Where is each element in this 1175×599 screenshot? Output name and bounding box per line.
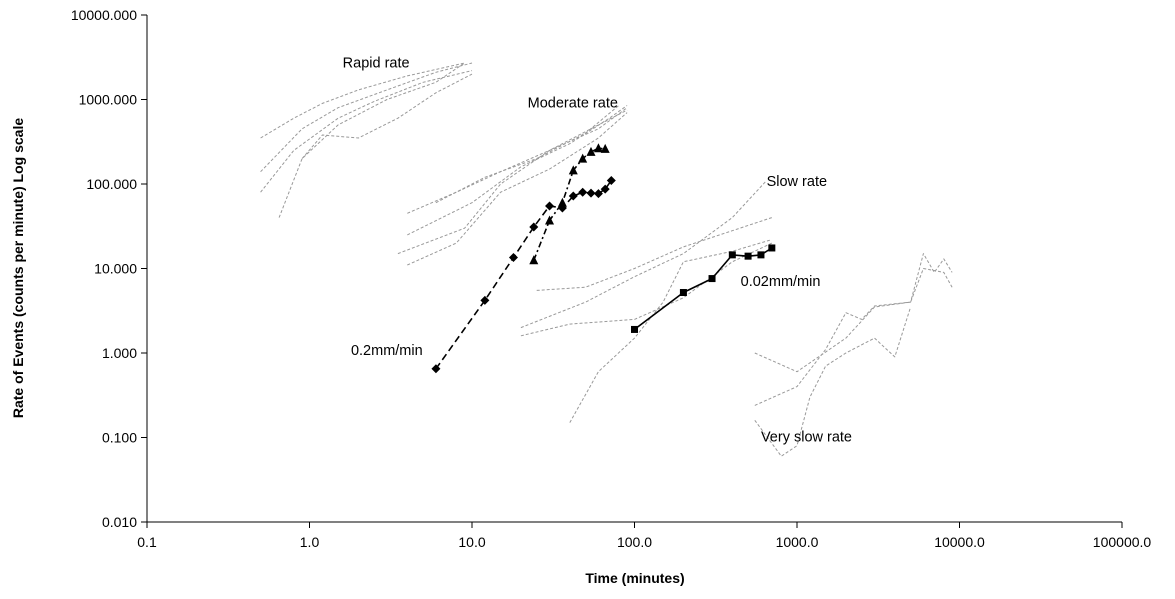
x-tick-label: 1000.0 xyxy=(776,534,819,550)
annotations: Rapid rate Moderate rate Slow rate 0.02mm/m… xyxy=(343,55,852,445)
data-point-square xyxy=(744,252,752,260)
reference-curve xyxy=(520,242,773,337)
reference-curve xyxy=(407,105,628,236)
reference-curve xyxy=(260,62,465,139)
data-point-square xyxy=(757,251,765,259)
test-series xyxy=(431,143,776,374)
data-point-triangle xyxy=(593,143,603,153)
data-point-diamond xyxy=(431,364,441,374)
reference-curve xyxy=(301,73,473,159)
data-point-diamond xyxy=(606,176,616,186)
data-point-triangle xyxy=(600,143,610,153)
y-tick-label: 1000.000 xyxy=(79,92,138,108)
data-point-square xyxy=(679,288,687,296)
data-point-diamond xyxy=(508,252,518,262)
data-point-diamond xyxy=(586,188,596,198)
reference-curve xyxy=(754,268,953,373)
y-tick-label: 1.000 xyxy=(102,345,137,361)
data-point-triangle xyxy=(557,197,567,207)
reference-curve xyxy=(278,62,465,218)
axes: 0.1 1.0 10.0 100.0 1000.0 10000.0 100000.0 0.01… xyxy=(71,7,1152,550)
data-point-triangle xyxy=(578,153,588,163)
data-point-diamond xyxy=(480,295,490,305)
x-tick-label: 0.1 xyxy=(137,534,157,550)
x-tick-label: 10000.0 xyxy=(934,534,985,550)
reference-curves xyxy=(260,62,953,457)
data-point-triangle xyxy=(529,255,539,265)
y-axis-title: Rate of Events (counts per minute) Log s… xyxy=(10,118,26,418)
reference-curve xyxy=(754,306,912,457)
reference-curve xyxy=(754,253,953,406)
reference-curve xyxy=(536,217,772,291)
data-point-triangle xyxy=(568,165,578,175)
annotation-label: Rapid rate xyxy=(343,55,410,71)
annotation-label: Slow rate xyxy=(767,174,827,190)
annotation-label: Moderate rate xyxy=(528,96,618,112)
data-point-diamond xyxy=(578,187,588,197)
data-point-square xyxy=(728,251,736,259)
data-point-diamond xyxy=(545,201,555,211)
annotation-label: Very slow rate xyxy=(761,429,852,445)
data-point-square xyxy=(631,325,638,333)
y-tick-label: 0.100 xyxy=(102,430,137,446)
reference-curve xyxy=(520,180,767,329)
data-point-diamond xyxy=(600,184,610,194)
data-point-triangle xyxy=(545,215,555,225)
data-point-square xyxy=(708,275,716,283)
x-tick-label: 1.0 xyxy=(300,534,320,550)
y-tick-label: 10.000 xyxy=(94,261,137,277)
x-tick-label: 100000.0 xyxy=(1093,534,1152,550)
annotation-label: 0.2mm/min xyxy=(351,343,423,359)
data-point-diamond xyxy=(529,222,539,232)
data-point-diamond xyxy=(593,189,603,199)
x-tick-label: 100.0 xyxy=(617,534,652,550)
data-point-diamond xyxy=(568,191,578,201)
reference-curve xyxy=(260,62,473,173)
y-tick-label: 100.000 xyxy=(86,176,137,192)
reference-curve xyxy=(435,105,620,204)
x-axis-title: Time (minutes) xyxy=(585,570,684,586)
x-tick-label: 10.0 xyxy=(458,534,485,550)
y-tick-label: 10000.000 xyxy=(71,7,137,23)
annotation-label: 0.02mm/min xyxy=(741,274,821,290)
y-tick-label: 0.010 xyxy=(102,514,137,530)
data-point-triangle xyxy=(586,146,596,156)
data-point-square xyxy=(768,244,776,252)
